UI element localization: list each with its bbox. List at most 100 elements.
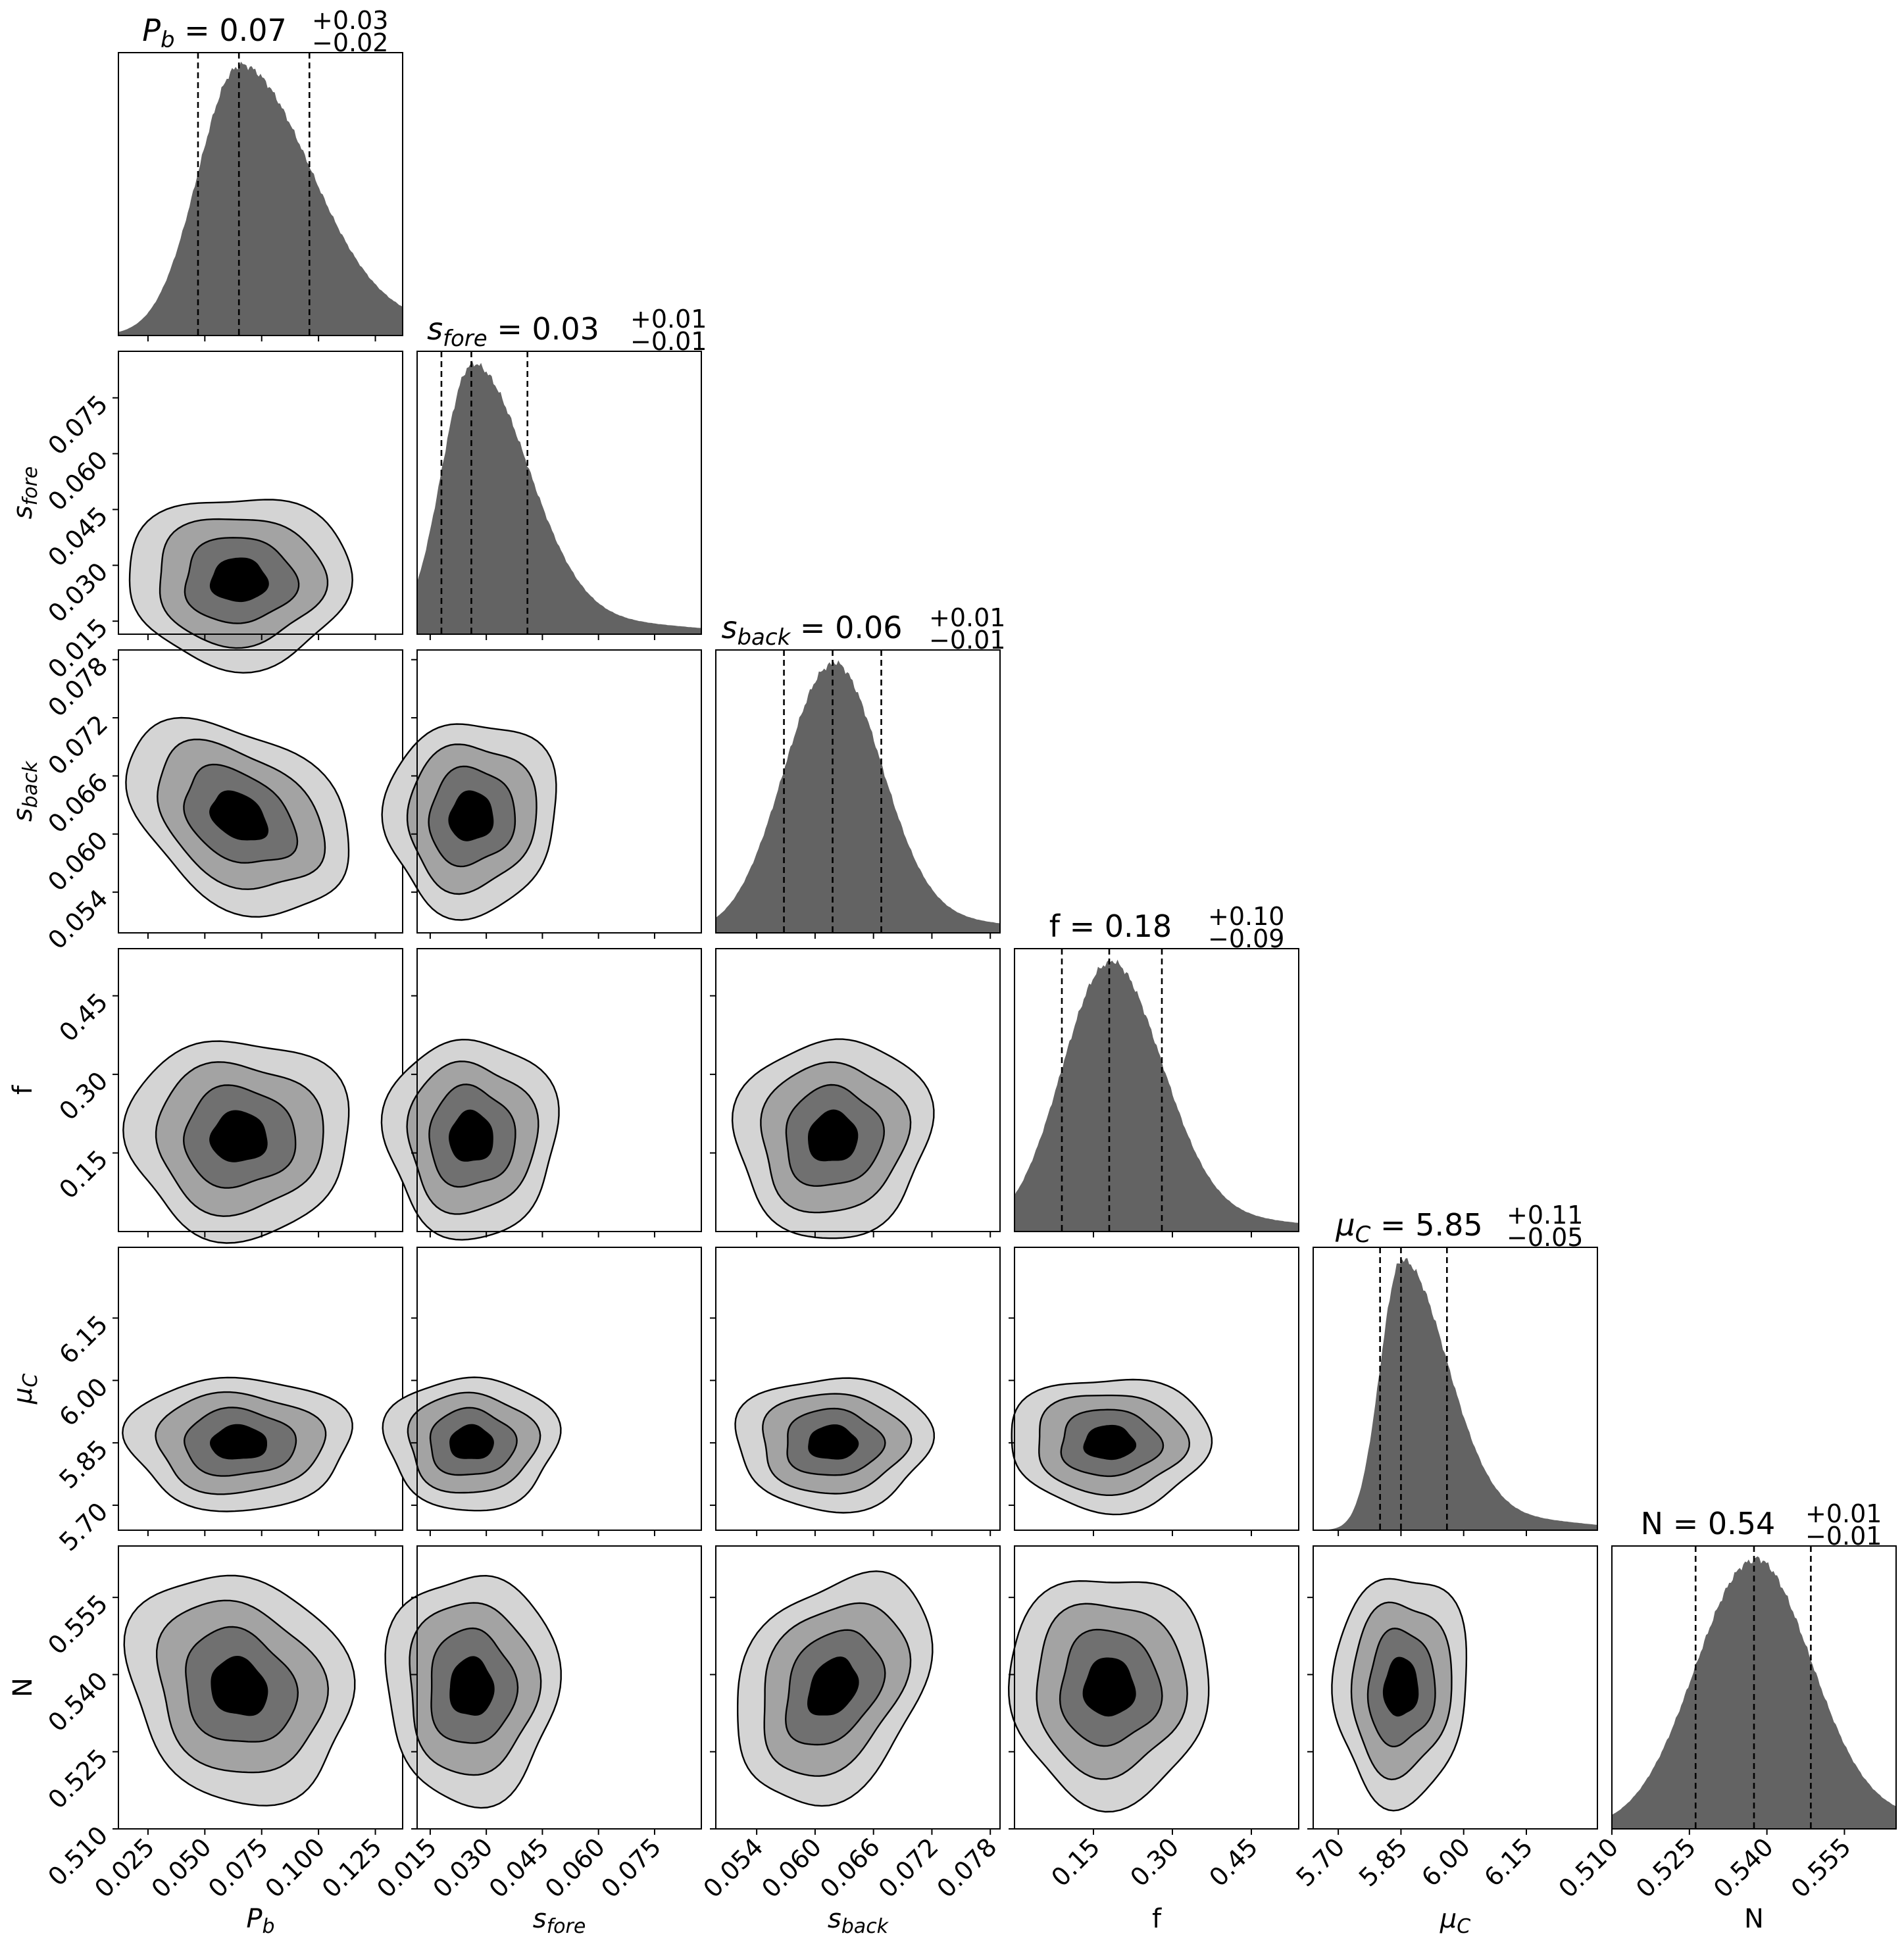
y-tick-label: 0.066 xyxy=(42,768,113,839)
label-base: s xyxy=(8,808,38,822)
label-subscript: C xyxy=(19,1374,42,1387)
x-tick-label: 0.45 xyxy=(1203,1832,1263,1892)
y-tick-label: 0.30 xyxy=(53,1066,113,1126)
y-tick-label: 0.555 xyxy=(42,1589,113,1660)
x-tick-label: 0.510 xyxy=(1553,1832,1624,1903)
panel-frame xyxy=(1611,1545,1897,1830)
contour-level-4 xyxy=(209,1110,268,1162)
panel-frame xyxy=(1313,1545,1598,1830)
x-tick-label: 0.015 xyxy=(371,1832,442,1903)
histogram xyxy=(118,61,403,336)
x-tick-label: 0.060 xyxy=(756,1832,827,1903)
panel-frame xyxy=(416,1247,702,1531)
contour-level-4 xyxy=(211,1655,268,1716)
label-subscript: back xyxy=(841,1915,889,1938)
title-value: = 0.07 xyxy=(175,12,287,48)
title-plus-error: +0.10 xyxy=(1208,902,1284,931)
x-tick-label: 0.100 xyxy=(259,1832,330,1903)
title-value: = 0.54 xyxy=(1663,1506,1775,1541)
label-base: s xyxy=(722,610,738,645)
panel-frame xyxy=(118,1247,403,1531)
panel-f-sback xyxy=(710,948,1001,1239)
histogram xyxy=(716,660,1000,933)
x-tick-label: 0.030 xyxy=(427,1832,498,1903)
label-base: μ xyxy=(8,1387,38,1405)
label-base: s xyxy=(427,311,443,347)
panel-frame xyxy=(715,948,1001,1232)
title-plus-error: +0.03 xyxy=(312,6,388,35)
label-base: s xyxy=(533,1904,547,1934)
panel-frame xyxy=(416,649,702,934)
x-tick-label: 0.054 xyxy=(697,1832,768,1903)
contour-level-4 xyxy=(807,1656,859,1716)
panel-f-sfore xyxy=(380,948,702,1241)
contour-level-4 xyxy=(1082,1657,1136,1717)
panel-muC-f xyxy=(1009,1247,1299,1536)
label-base: N xyxy=(1744,1904,1764,1934)
panel-sback-sback: sback = 0.06 +0.01−0.01 xyxy=(715,603,1005,939)
y-tick-label: 5.70 xyxy=(53,1497,113,1557)
x-axis-label-N: N xyxy=(1744,1904,1764,1934)
x-tick-label: 0.072 xyxy=(873,1832,944,1903)
label-subscript: b xyxy=(161,27,175,53)
title-value: = 0.06 xyxy=(790,610,902,645)
label-subscript: b xyxy=(263,1915,275,1938)
panel-sback-sfore xyxy=(381,649,702,939)
panel-frame xyxy=(1014,1545,1299,1830)
panel-title: f = 0.18 xyxy=(1049,909,1172,944)
contour-level-4 xyxy=(209,790,269,841)
panel-title: sfore = 0.03 xyxy=(427,311,599,352)
x-axis-label-sfore: sfore xyxy=(533,1904,586,1938)
panel-frame xyxy=(1014,948,1299,1232)
panel-title: sback = 0.06 xyxy=(722,610,903,651)
y-axis-label-f: f xyxy=(8,1085,38,1095)
title-value: = 0.18 xyxy=(1060,909,1172,944)
x-tick-label: 0.075 xyxy=(595,1832,666,1903)
y-tick-label: 0.45 xyxy=(53,987,113,1047)
panel-N-muC: 5.70 5.85 6.00 6.15 xyxy=(1291,1545,1598,1892)
x-tick-label: 6.15 xyxy=(1478,1832,1538,1892)
contour-level-4 xyxy=(448,1109,493,1162)
panel-sfore-sfore: sfore = 0.03 +0.01−0.01 xyxy=(416,305,707,640)
label-subscript: fore xyxy=(547,1915,586,1938)
label-subscript: C xyxy=(1457,1915,1470,1938)
x-axis-label-f: f xyxy=(1152,1904,1162,1934)
x-tick-label: 0.525 xyxy=(1630,1832,1701,1903)
title-plus-error: +0.01 xyxy=(1805,1499,1882,1528)
y-tick-label: 0.540 xyxy=(42,1666,113,1737)
x-tick-label: 0.30 xyxy=(1124,1832,1184,1892)
x-tick-label: 0.060 xyxy=(539,1832,611,1903)
x-axis-label-Pb: Pb xyxy=(246,1904,274,1938)
x-tick-label: 6.00 xyxy=(1416,1832,1476,1892)
panel-N-f: 0.15 0.30 0.45 xyxy=(1007,1545,1299,1892)
y-tick-label: 6.00 xyxy=(53,1372,113,1432)
label-base: μ xyxy=(1440,1904,1457,1934)
y-tick-label: 0.060 xyxy=(42,445,113,516)
label-subscript: back xyxy=(19,760,42,808)
panel-title: μC = 5.85 xyxy=(1335,1207,1482,1248)
histogram xyxy=(1015,959,1299,1232)
title-plus-error: +0.01 xyxy=(929,603,1005,632)
y-tick-label: 0.060 xyxy=(42,826,113,897)
panel-Pb-Pb: Pb = 0.07 +0.03−0.02 xyxy=(118,6,403,341)
panel-frame xyxy=(715,1247,1001,1531)
label-base: s xyxy=(8,505,38,519)
y-axis-label-sback: sback xyxy=(8,760,42,822)
panel-f-Pb: 0.15 0.30 0.45 xyxy=(53,948,403,1244)
panel-frame xyxy=(1014,1247,1299,1531)
title-value: = 5.85 xyxy=(1370,1207,1482,1243)
y-axis-label-sfore: sfore xyxy=(8,466,42,520)
panel-muC-sback xyxy=(710,1247,1001,1536)
x-tick-label: 5.70 xyxy=(1291,1832,1351,1892)
label-subscript: C xyxy=(1355,1222,1371,1248)
x-axis-label-muC: μC xyxy=(1440,1904,1470,1938)
contour-level-4 xyxy=(449,1424,494,1459)
x-axis-label-sback: sback xyxy=(828,1904,889,1938)
x-tick-label: 0.075 xyxy=(203,1832,274,1903)
panel-muC-sfore xyxy=(382,1247,702,1536)
y-tick-label: 0.15 xyxy=(53,1145,113,1205)
y-tick-label: 5.85 xyxy=(53,1434,113,1494)
contour-level-4 xyxy=(448,790,494,841)
panel-frame xyxy=(715,649,1001,934)
